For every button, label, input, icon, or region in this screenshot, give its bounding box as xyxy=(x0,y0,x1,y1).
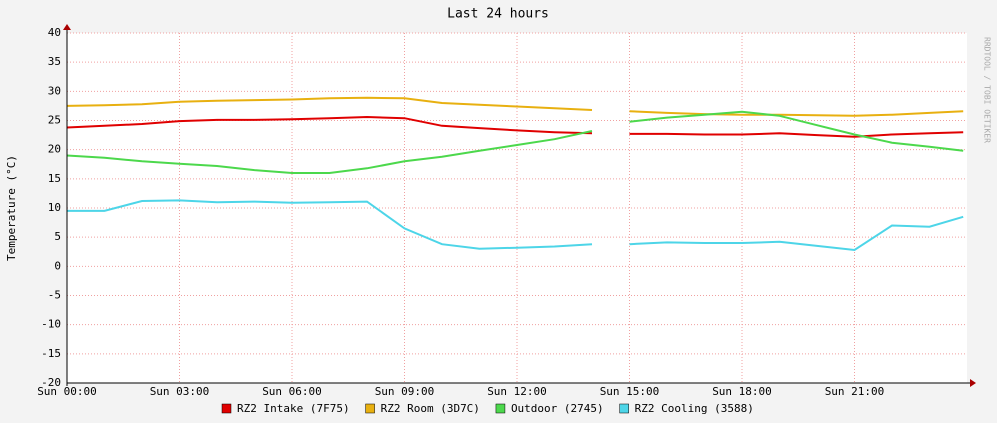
x-tick-label: Sun 18:00 xyxy=(712,385,772,398)
series-line xyxy=(66,115,964,138)
legend-label: RZ2 Cooling (3588) xyxy=(635,402,754,415)
y-tick-label: 15 xyxy=(48,172,61,185)
x-tick-label: Sun 12:00 xyxy=(487,385,547,398)
legend-label: Outdoor (2745) xyxy=(511,402,604,415)
y-tick-label: -5 xyxy=(48,289,61,302)
legend-swatch xyxy=(619,403,629,414)
legend-label: RZ2 Intake (7F75) xyxy=(237,402,350,415)
y-tick-label: 30 xyxy=(48,84,61,97)
y-tick-label: 0 xyxy=(54,259,61,272)
x-tick-label: Sun 03:00 xyxy=(150,385,210,398)
chart-title: Last 24 hours xyxy=(447,7,549,22)
legend-swatch xyxy=(495,403,506,414)
y-axis-label: Temperature (°C) xyxy=(5,155,18,261)
x-tick-label: Sun 21:00 xyxy=(825,385,885,398)
y-tick-label: -10 xyxy=(41,318,61,331)
x-tick-label: Sun 06:00 xyxy=(262,385,322,398)
legend-swatch xyxy=(221,403,232,414)
legend-label: RZ2 Room (3D7C) xyxy=(381,402,480,415)
y-tick-label: -20 xyxy=(41,376,61,389)
y-tick-label: 5 xyxy=(54,230,61,243)
legend-swatch xyxy=(365,403,375,414)
x-tick-label: Sun 00:00 xyxy=(37,385,97,398)
y-tick-label: 35 xyxy=(48,55,61,68)
y-tick-label: -15 xyxy=(41,347,61,360)
series-line xyxy=(66,96,964,117)
y-tick-label: 25 xyxy=(48,114,61,127)
y-arrow xyxy=(63,24,71,30)
watermark: RRDTOOL / TOBI OETIKER xyxy=(983,37,992,143)
y-tick-label: 10 xyxy=(48,201,61,214)
y-tick-label: 20 xyxy=(48,143,61,156)
series-line xyxy=(66,110,964,174)
series-line xyxy=(67,199,964,252)
x-arrow xyxy=(970,379,976,387)
x-tick-label: Sun 15:00 xyxy=(600,385,660,398)
y-tick-label: 40 xyxy=(48,26,61,39)
x-tick-label: Sun 09:00 xyxy=(375,385,435,398)
